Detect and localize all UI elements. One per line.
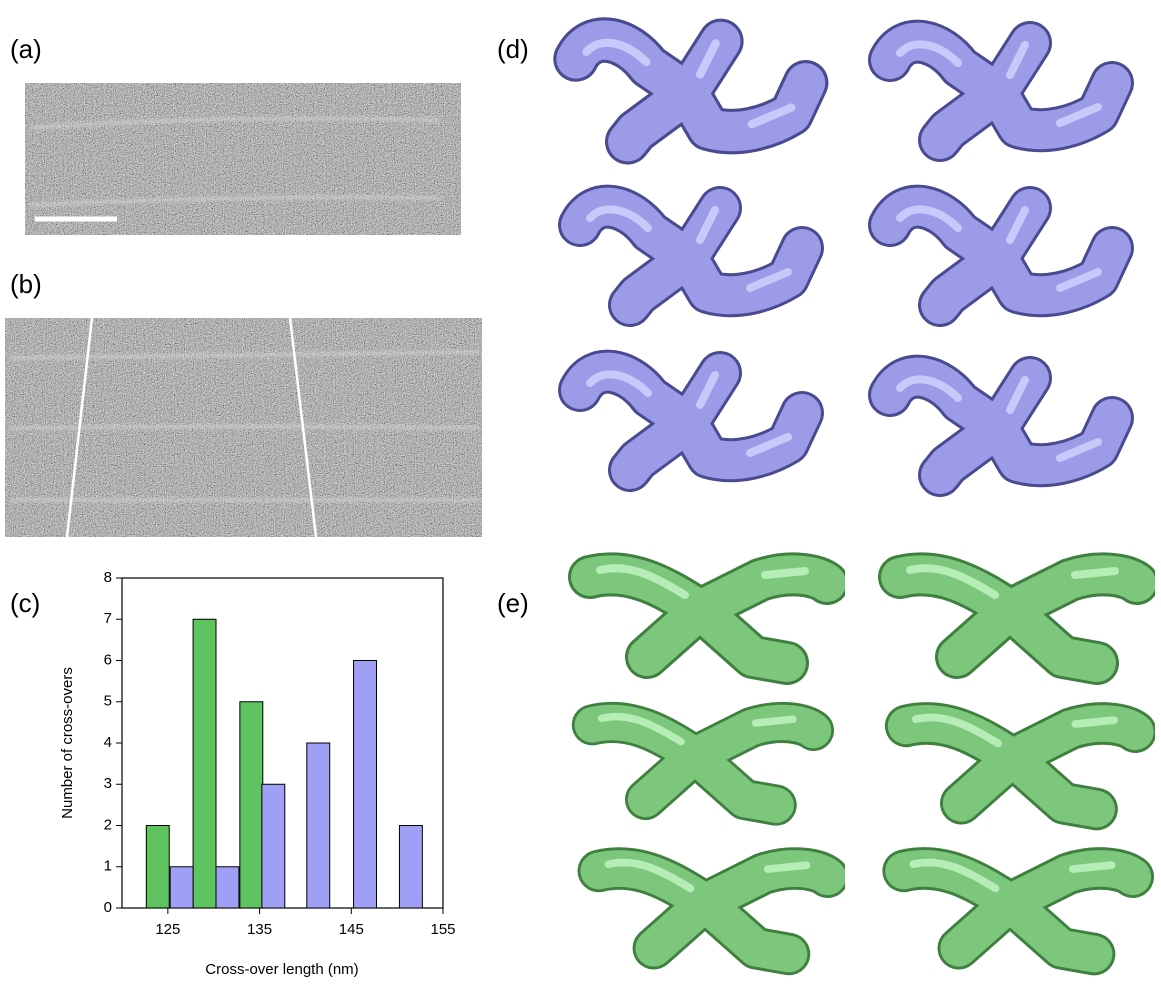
y-tick-label: 1 <box>104 858 112 875</box>
y-tick-label: 3 <box>104 775 112 792</box>
y-tick-label: 7 <box>104 610 112 627</box>
panel-label: (c) <box>10 588 40 618</box>
panel-label: (e) <box>497 588 529 618</box>
y-tick-label: 0 <box>104 899 112 916</box>
bar <box>146 826 169 909</box>
panel-label: (d) <box>497 34 529 64</box>
x-tick-label: 155 <box>430 921 455 938</box>
bar <box>240 702 263 908</box>
y-tick-label: 8 <box>104 569 112 586</box>
x-tick-label: 145 <box>339 921 364 938</box>
x-tick-label: 125 <box>155 921 180 938</box>
bar <box>193 619 216 908</box>
bar <box>262 784 285 908</box>
chart: Cross-over length (nm) Number of cross-o… <box>59 569 456 978</box>
x-tick-label: 135 <box>247 921 272 938</box>
y-axis-label: Number of cross-overs <box>59 667 76 819</box>
micrograph-a <box>25 83 461 235</box>
density-maps-d <box>576 40 1112 475</box>
y-tick-label: 4 <box>104 734 112 751</box>
figure-canvas: (a) (b) (c) (d) (e) Cross-over length (n… <box>0 0 1161 987</box>
density-maps-e <box>590 568 1137 954</box>
panel-label: (b) <box>10 269 42 299</box>
micrograph-b <box>5 318 482 537</box>
panel-label: (a) <box>10 34 42 64</box>
y-tick-label: 2 <box>104 816 112 833</box>
bar <box>354 661 377 909</box>
bar <box>216 867 239 908</box>
bar <box>170 867 193 908</box>
y-tick-label: 5 <box>104 693 112 710</box>
y-tick-label: 6 <box>104 651 112 668</box>
bar <box>399 826 422 909</box>
bar <box>307 743 330 908</box>
figure: (a) (b) (c) (d) (e) Cross-over length (n… <box>0 0 1161 987</box>
x-axis-label: Cross-over length (nm) <box>205 961 358 978</box>
